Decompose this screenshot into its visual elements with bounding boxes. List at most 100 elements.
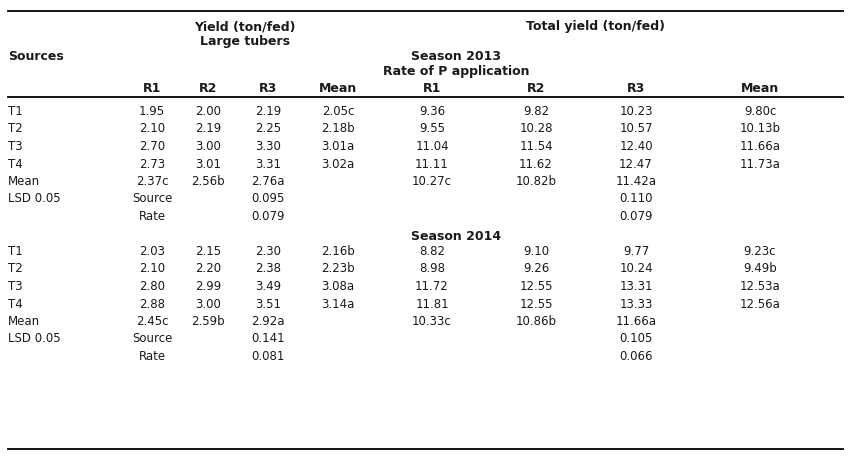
Text: 9.80c: 9.80c (744, 105, 776, 118)
Text: 2.18b: 2.18b (321, 122, 355, 135)
Text: 9.10: 9.10 (523, 245, 549, 257)
Text: 10.28: 10.28 (519, 122, 553, 135)
Text: R2: R2 (199, 82, 217, 95)
Text: 11.73a: 11.73a (740, 157, 780, 170)
Text: LSD 0.05: LSD 0.05 (8, 192, 60, 205)
Text: 3.49: 3.49 (255, 280, 281, 292)
Text: T2: T2 (8, 122, 23, 135)
Text: 2.56b: 2.56b (191, 174, 225, 188)
Text: 2.25: 2.25 (255, 122, 281, 135)
Text: 3.01a: 3.01a (322, 140, 355, 153)
Text: 11.81: 11.81 (415, 297, 448, 310)
Text: 10.86b: 10.86b (516, 314, 557, 327)
Text: R2: R2 (527, 82, 545, 95)
Text: LSD 0.05: LSD 0.05 (8, 332, 60, 345)
Text: T3: T3 (8, 280, 23, 292)
Text: 9.23c: 9.23c (744, 245, 776, 257)
Text: 10.13b: 10.13b (740, 122, 780, 135)
Text: 0.066: 0.066 (620, 349, 653, 362)
Text: 10.24: 10.24 (620, 262, 653, 275)
Text: 12.47: 12.47 (620, 157, 653, 170)
Text: Mean: Mean (741, 82, 780, 95)
Text: Season 2014: Season 2014 (411, 229, 501, 242)
Text: 10.57: 10.57 (620, 122, 653, 135)
Text: 9.49b: 9.49b (743, 262, 777, 275)
Text: Sources: Sources (8, 50, 64, 63)
Text: 2.30: 2.30 (255, 245, 281, 257)
Text: 2.19: 2.19 (255, 105, 281, 118)
Text: 0.095: 0.095 (251, 192, 285, 205)
Text: 12.55: 12.55 (519, 280, 553, 292)
Text: Mean: Mean (8, 314, 40, 327)
Text: 0.105: 0.105 (620, 332, 653, 345)
Text: 2.92a: 2.92a (251, 314, 285, 327)
Text: 2.38: 2.38 (255, 262, 281, 275)
Text: 3.02a: 3.02a (322, 157, 355, 170)
Text: 13.33: 13.33 (620, 297, 653, 310)
Text: 2.03: 2.03 (139, 245, 165, 257)
Text: 9.82: 9.82 (523, 105, 549, 118)
Text: T4: T4 (8, 297, 23, 310)
Text: 12.53a: 12.53a (740, 280, 780, 292)
Text: Yield (ton/fed): Yield (ton/fed) (194, 20, 296, 33)
Text: Total yield (ton/fed): Total yield (ton/fed) (527, 20, 665, 33)
Text: T1: T1 (8, 105, 23, 118)
Text: 12.55: 12.55 (519, 297, 553, 310)
Text: T2: T2 (8, 262, 23, 275)
Text: 2.45c: 2.45c (136, 314, 168, 327)
Text: 10.33c: 10.33c (412, 314, 452, 327)
Text: 0.079: 0.079 (620, 210, 653, 223)
Text: 11.72: 11.72 (415, 280, 448, 292)
Text: 2.19: 2.19 (195, 122, 221, 135)
Text: R1: R1 (423, 82, 441, 95)
Text: 10.23: 10.23 (620, 105, 653, 118)
Text: 3.30: 3.30 (255, 140, 281, 153)
Text: Mean: Mean (8, 174, 40, 188)
Text: 10.82b: 10.82b (516, 174, 557, 188)
Text: 8.98: 8.98 (419, 262, 445, 275)
Text: R1: R1 (143, 82, 161, 95)
Text: T1: T1 (8, 245, 23, 257)
Text: 3.00: 3.00 (195, 140, 221, 153)
Text: Rate: Rate (139, 349, 166, 362)
Text: 3.51: 3.51 (255, 297, 281, 310)
Text: 11.54: 11.54 (519, 140, 553, 153)
Text: 2.59b: 2.59b (191, 314, 225, 327)
Text: 2.80: 2.80 (139, 280, 165, 292)
Text: 1.95: 1.95 (139, 105, 165, 118)
Text: Season 2013: Season 2013 (411, 50, 501, 63)
Text: 2.10: 2.10 (139, 122, 165, 135)
Text: R3: R3 (627, 82, 645, 95)
Text: 2.05c: 2.05c (322, 105, 354, 118)
Text: 2.73: 2.73 (139, 157, 165, 170)
Text: 9.55: 9.55 (419, 122, 445, 135)
Text: 2.00: 2.00 (195, 105, 221, 118)
Text: 2.15: 2.15 (195, 245, 221, 257)
Text: 12.40: 12.40 (620, 140, 653, 153)
Text: Mean: Mean (319, 82, 357, 95)
Text: 2.16b: 2.16b (321, 245, 355, 257)
Text: 3.31: 3.31 (255, 157, 281, 170)
Text: R3: R3 (259, 82, 277, 95)
Text: 11.04: 11.04 (415, 140, 448, 153)
Text: 3.14a: 3.14a (322, 297, 355, 310)
Text: T4: T4 (8, 157, 23, 170)
Text: Rate: Rate (139, 210, 166, 223)
Text: Source: Source (132, 332, 172, 345)
Text: 2.99: 2.99 (195, 280, 221, 292)
Text: 9.77: 9.77 (623, 245, 649, 257)
Text: 0.079: 0.079 (251, 210, 285, 223)
Text: Large tubers: Large tubers (200, 35, 290, 48)
Text: 2.70: 2.70 (139, 140, 165, 153)
Text: 11.62: 11.62 (519, 157, 553, 170)
Text: 3.08a: 3.08a (322, 280, 355, 292)
Text: 12.56a: 12.56a (740, 297, 780, 310)
Text: 2.76a: 2.76a (251, 174, 285, 188)
Text: T3: T3 (8, 140, 23, 153)
Text: 2.10: 2.10 (139, 262, 165, 275)
Text: 2.88: 2.88 (139, 297, 165, 310)
Text: 2.23b: 2.23b (321, 262, 355, 275)
Text: Source: Source (132, 192, 172, 205)
Text: 10.27c: 10.27c (412, 174, 452, 188)
Text: Rate of P application: Rate of P application (383, 65, 529, 78)
